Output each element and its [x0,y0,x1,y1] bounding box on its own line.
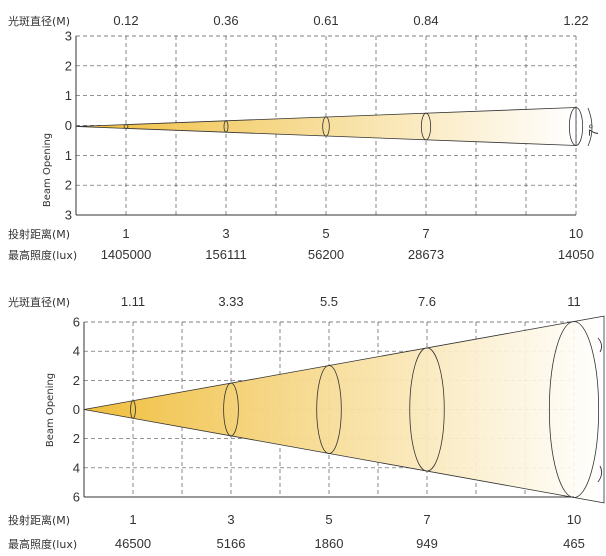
y-tick-label: 4 [73,460,80,475]
illuminance-value: 28673 [408,247,444,262]
angle-arrow-bottom [597,465,603,483]
distance-label: 投射距离(M) [8,227,70,241]
y-tick-label: 1 [65,148,72,163]
illuminance-label: 最高照度(lux) [8,537,77,551]
spot-diameter-label: 光斑直径(M) [8,14,70,28]
illuminance-label: 最高照度(lux) [8,248,77,262]
spot-diameter-value: 1.22 [563,13,588,28]
spot-ellipse [130,400,136,419]
spot-diameter-value: 0.84 [413,13,438,28]
y-tick-label: 6 [73,315,80,330]
axes [75,36,576,216]
illuminance-value: 1860 [315,536,344,551]
spot-diameter-value: 3.33 [218,294,243,309]
illuminance-value: 465 [563,536,585,551]
illuminance-value: 949 [416,536,438,551]
diagram-2: 光斑直径(M) 1.11 3.33 5.5 7.6 11 6 4 2 0 2 4 6 Beam Op… [8,294,605,551]
illuminance-value: 56200 [308,247,344,262]
y-tick-label: 1 [65,88,72,103]
illuminance-value: 46500 [115,536,151,551]
spot-diameter-value: 7.6 [418,294,436,309]
y-tick-label: 2 [73,373,80,388]
spot-diameter-value: 1.11 [121,294,145,309]
beam-cone [83,315,605,504]
y-tick-label: 3 [65,208,72,223]
distance-value: 1 [122,226,129,241]
distance-value: 10 [567,512,581,527]
y-tick-label: 4 [73,344,80,359]
beam-angle-label: 7° [586,124,601,136]
spot-diameter-value: 11 [567,294,581,309]
illuminance-value: 5166 [217,536,246,551]
distance-label: 投射距离(M) [8,513,70,527]
y-tick-label: 0 [73,402,80,417]
y-tick-label: 2 [65,178,72,193]
spot-ellipse [322,116,330,137]
y-tick-label: 6 [73,490,80,505]
spot-diameter-value: 0.36 [213,13,238,28]
y-tick-label: 0 [65,118,72,133]
spot-ellipse [316,365,342,454]
y-tick-label: 3 [65,29,72,44]
distance-value: 5 [322,226,329,241]
axes [83,322,574,498]
spot-ellipse [223,382,239,437]
spot-ellipse [420,112,432,141]
distance-value: 7 [422,226,429,241]
distance-value: 5 [325,512,332,527]
spot-ellipse [223,120,229,133]
spot-ellipse [409,347,445,472]
illuminance-value: 1405000 [101,247,152,262]
angle-arrow-top [597,337,603,353]
spot-ellipse [568,107,584,146]
y-tick-label: 2 [73,431,80,446]
spot-diameter-label: 光斑直径(M) [8,295,70,309]
y-axis-title: Beam Opening [45,373,56,447]
distance-value: 1 [129,512,136,527]
distance-value: 10 [569,226,583,241]
illuminance-value: 14050 [558,247,594,262]
spot-diameter-value: 0.12 [113,13,138,28]
distance-value: 3 [222,226,229,241]
y-tick-label: 2 [65,58,72,73]
distance-value: 7 [423,512,430,527]
illuminance-value: 156111 [205,247,246,262]
spot-diameter-value: 5.5 [320,294,338,309]
spot-diameter-value: 0.61 [313,13,338,28]
y-axis-title: Beam Opening [42,133,53,207]
spot-ellipse [123,124,129,129]
distance-value: 3 [227,512,234,527]
angle-arc [587,107,593,147]
